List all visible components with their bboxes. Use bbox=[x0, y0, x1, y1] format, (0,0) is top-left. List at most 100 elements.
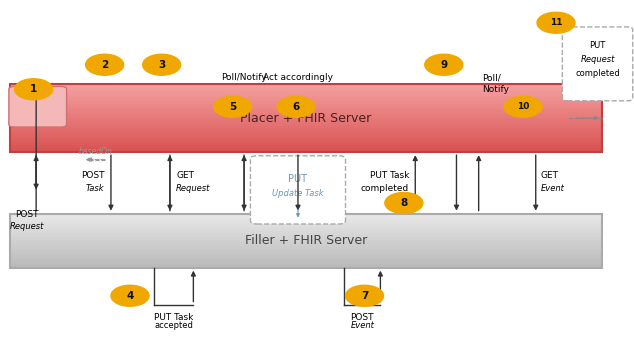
Bar bbox=[10, 264, 602, 266]
Bar bbox=[10, 251, 602, 253]
Text: 3: 3 bbox=[158, 60, 165, 70]
Bar bbox=[10, 233, 602, 235]
Text: Poll/Notify: Poll/Notify bbox=[221, 73, 267, 82]
Bar bbox=[10, 215, 602, 217]
Bar bbox=[10, 140, 602, 142]
FancyBboxPatch shape bbox=[250, 156, 346, 224]
Bar bbox=[10, 113, 602, 115]
Bar bbox=[10, 258, 602, 260]
Bar bbox=[10, 116, 602, 118]
Bar bbox=[10, 148, 602, 150]
Text: POST: POST bbox=[351, 313, 374, 322]
Bar bbox=[10, 242, 602, 244]
Bar bbox=[10, 150, 602, 152]
Bar bbox=[10, 104, 602, 106]
Bar bbox=[10, 85, 602, 88]
Bar bbox=[10, 133, 602, 135]
Bar bbox=[10, 132, 602, 133]
Bar bbox=[10, 99, 602, 101]
Bar bbox=[10, 213, 602, 215]
Bar bbox=[10, 135, 602, 137]
Text: 8: 8 bbox=[400, 198, 408, 208]
Bar bbox=[10, 142, 602, 144]
Bar bbox=[10, 253, 602, 255]
Bar bbox=[10, 222, 602, 224]
Bar bbox=[10, 217, 602, 219]
Bar bbox=[10, 118, 602, 120]
Bar bbox=[10, 218, 602, 221]
Bar bbox=[10, 144, 602, 146]
Bar bbox=[10, 228, 602, 230]
Text: POST: POST bbox=[81, 172, 105, 180]
Circle shape bbox=[504, 96, 542, 117]
Bar bbox=[10, 260, 602, 262]
Bar bbox=[10, 138, 602, 140]
Circle shape bbox=[277, 96, 315, 117]
Text: 2: 2 bbox=[101, 60, 108, 70]
Bar bbox=[10, 96, 602, 98]
Bar bbox=[10, 121, 602, 123]
Text: POST: POST bbox=[15, 210, 39, 219]
Bar bbox=[10, 238, 602, 241]
Bar bbox=[10, 244, 602, 246]
Text: 9: 9 bbox=[440, 60, 448, 70]
Text: PUT Task: PUT Task bbox=[154, 313, 193, 322]
Text: GET: GET bbox=[541, 172, 559, 180]
Text: Request: Request bbox=[10, 222, 44, 231]
Text: completed: completed bbox=[361, 184, 409, 192]
Bar bbox=[10, 136, 602, 139]
Bar bbox=[10, 94, 602, 96]
Text: Request: Request bbox=[176, 184, 210, 192]
Circle shape bbox=[425, 54, 463, 75]
Circle shape bbox=[111, 285, 149, 306]
Bar bbox=[10, 130, 602, 132]
Text: 1: 1 bbox=[30, 84, 37, 94]
Text: PUT Task: PUT Task bbox=[370, 172, 409, 180]
Text: Notify: Notify bbox=[482, 85, 509, 94]
Bar bbox=[10, 262, 602, 264]
Text: Event: Event bbox=[541, 184, 565, 192]
Bar bbox=[10, 240, 602, 243]
Bar bbox=[10, 226, 602, 228]
Bar bbox=[10, 125, 602, 127]
Text: PUT: PUT bbox=[288, 174, 307, 184]
Circle shape bbox=[385, 193, 423, 214]
Text: 5: 5 bbox=[229, 102, 236, 112]
Bar bbox=[10, 97, 602, 99]
Bar bbox=[10, 119, 602, 121]
Bar bbox=[10, 126, 602, 128]
Text: 6: 6 bbox=[292, 102, 300, 112]
Text: Request: Request bbox=[580, 55, 615, 64]
Bar bbox=[10, 107, 602, 110]
Text: completed: completed bbox=[575, 69, 620, 78]
Bar bbox=[10, 123, 602, 125]
Bar bbox=[10, 103, 602, 105]
Circle shape bbox=[86, 54, 124, 75]
Bar bbox=[10, 101, 602, 103]
Bar bbox=[10, 231, 602, 233]
Text: 10: 10 bbox=[517, 102, 529, 111]
Bar bbox=[10, 235, 602, 237]
Text: 7: 7 bbox=[361, 291, 368, 301]
Bar bbox=[10, 220, 602, 223]
Bar bbox=[10, 224, 602, 226]
FancyBboxPatch shape bbox=[9, 86, 67, 127]
Bar bbox=[10, 147, 602, 149]
Bar bbox=[10, 230, 602, 232]
Text: Filler + FHIR Server: Filler + FHIR Server bbox=[245, 234, 367, 247]
Text: Update Task: Update Task bbox=[272, 189, 324, 198]
Bar bbox=[10, 145, 602, 147]
Text: Placer + FHIR Server: Placer + FHIR Server bbox=[240, 112, 372, 125]
Bar bbox=[10, 249, 602, 251]
Bar bbox=[10, 92, 602, 94]
Bar bbox=[10, 87, 602, 89]
Circle shape bbox=[143, 54, 181, 75]
Bar bbox=[10, 91, 602, 92]
Bar bbox=[10, 84, 602, 86]
Text: GET: GET bbox=[176, 172, 194, 180]
Text: accepted: accepted bbox=[154, 321, 193, 330]
Text: 11: 11 bbox=[550, 18, 562, 27]
Bar bbox=[10, 128, 602, 130]
Text: Poll/: Poll/ bbox=[482, 73, 501, 82]
Circle shape bbox=[214, 96, 252, 117]
